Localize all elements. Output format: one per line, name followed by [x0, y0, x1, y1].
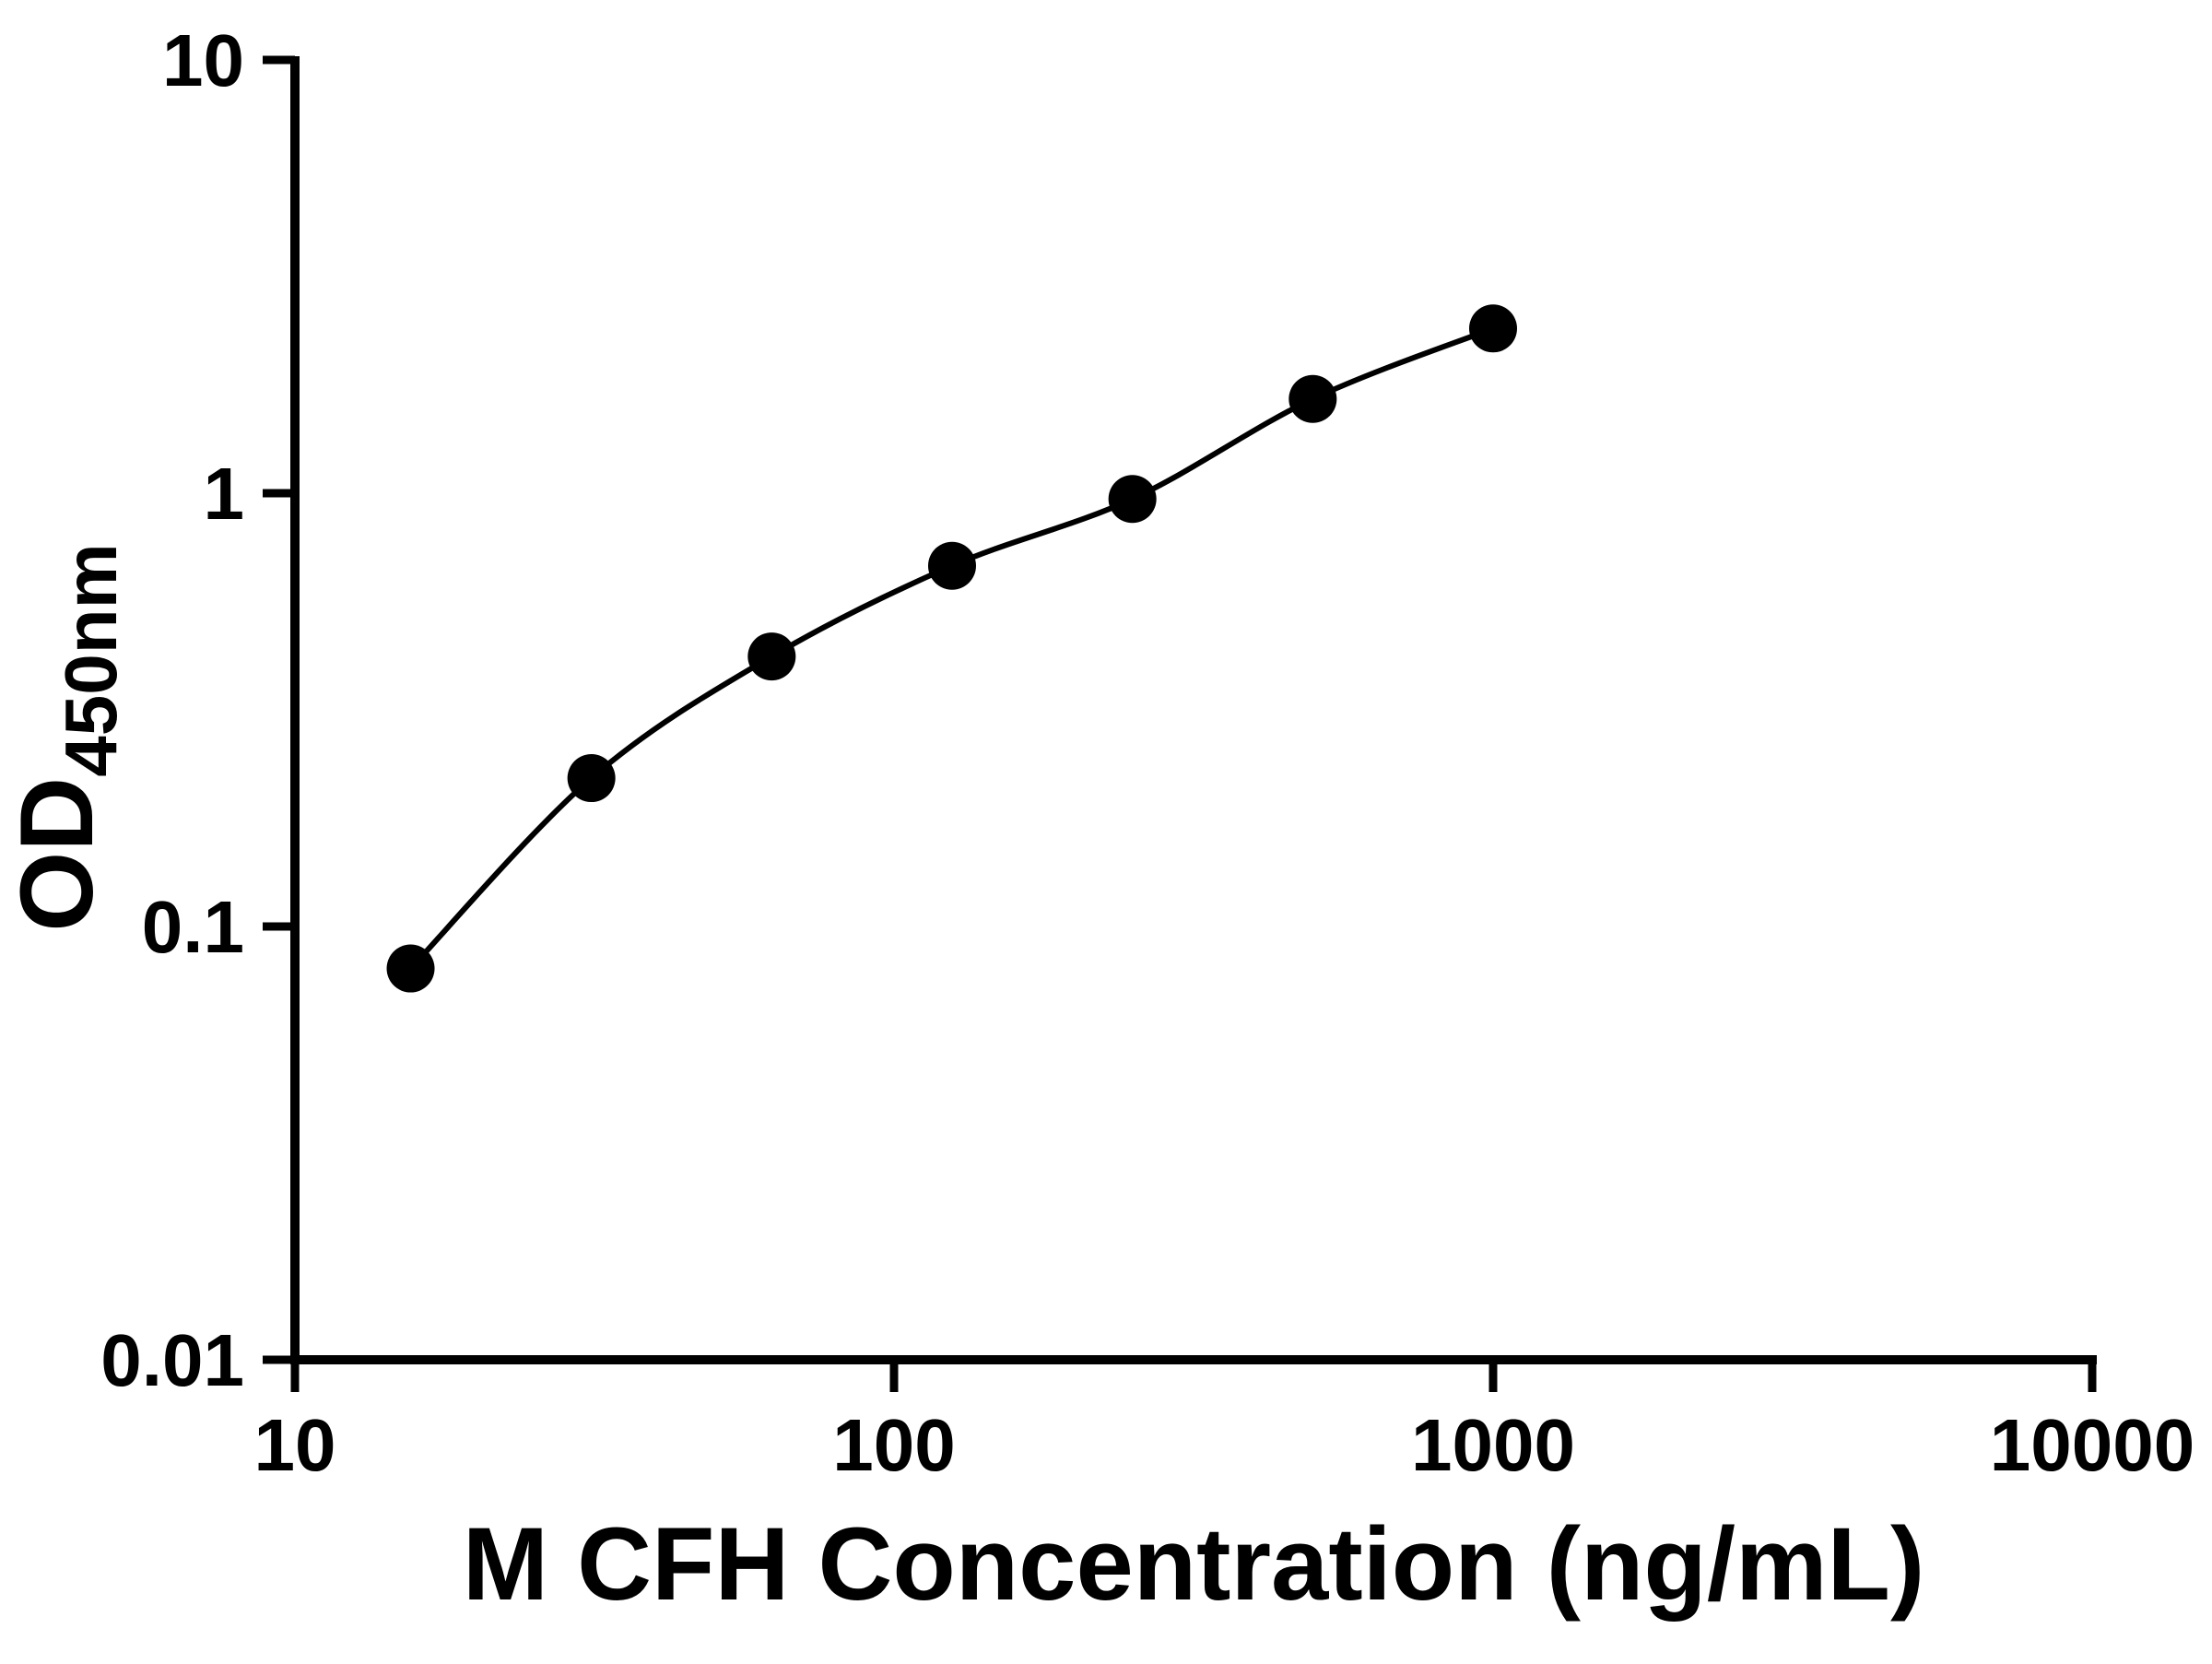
y-tick-label: 10 — [162, 19, 244, 101]
fit-curve — [408, 325, 1495, 971]
x-tick-label: 10000 — [1990, 1404, 2194, 1486]
data-point — [1288, 374, 1337, 423]
data-points-group — [386, 304, 1517, 993]
y-tick-label: 0.1 — [142, 886, 244, 968]
data-point — [386, 944, 435, 993]
x-tick-label: 1000 — [1411, 1404, 1575, 1486]
y-tick-label: 1 — [204, 453, 245, 535]
data-point — [1108, 475, 1157, 524]
y-axis-title: OD450nm — [0, 543, 132, 931]
data-point — [927, 541, 976, 590]
data-point — [747, 632, 796, 681]
y-axis-title-subscript: 450nm — [50, 543, 132, 776]
fit-curve-group — [408, 325, 1495, 971]
x-tick-label: 100 — [832, 1404, 955, 1486]
data-point — [567, 754, 616, 803]
axis-tick-labels: 10 100 1000 10000 0.01 0.1 1 10 — [100, 19, 2194, 1486]
y-axis-title-main: OD — [0, 777, 114, 932]
axis-ticks — [263, 55, 2097, 1392]
axis-line — [290, 56, 2097, 1364]
x-axis-title: M CFH Concentration (ng/mL) — [463, 1506, 1924, 1622]
y-tick-label: 0.01 — [100, 1319, 244, 1401]
data-point — [1469, 304, 1517, 353]
axis-frame — [290, 56, 2097, 1364]
x-tick-label: 10 — [254, 1404, 336, 1486]
